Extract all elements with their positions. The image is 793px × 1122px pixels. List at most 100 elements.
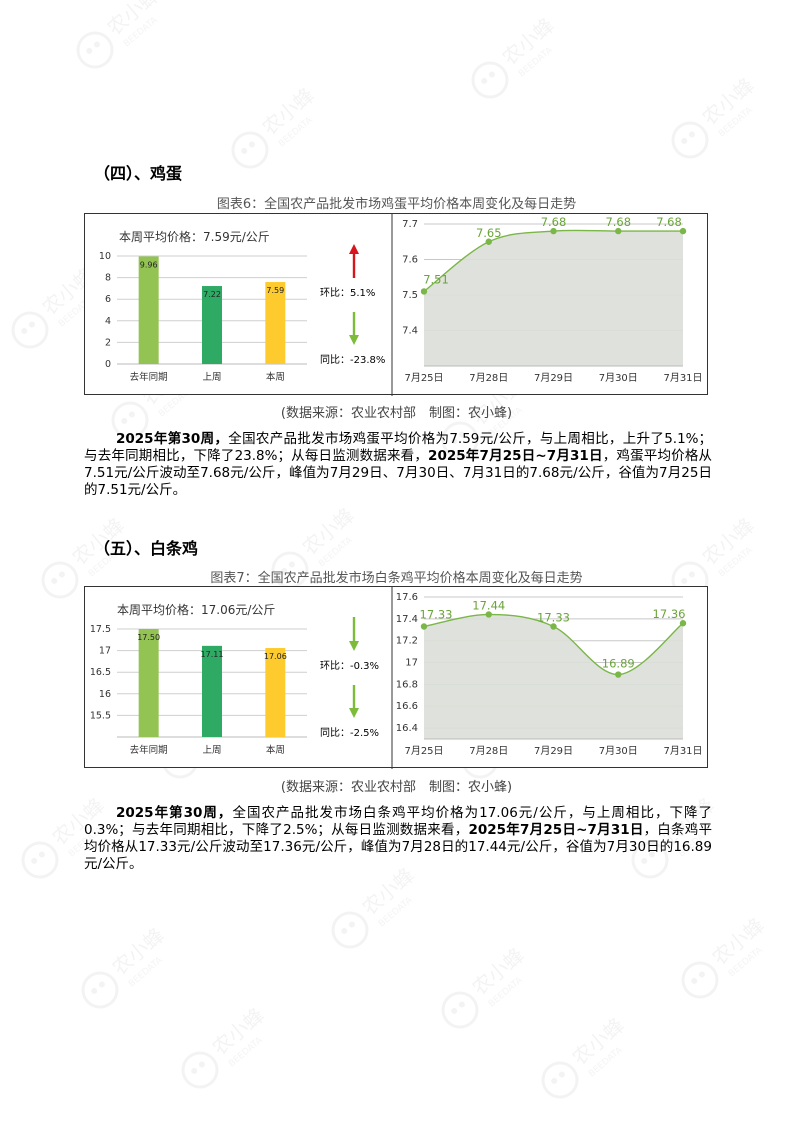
- arrow-down-icon: [349, 335, 359, 345]
- paragraph-eggs: 2025年第30周，全国农产品批发市场鸡蛋平均价格为7.59元/公斤，与上周相比…: [84, 431, 712, 499]
- watermark-subtext: BEEDATA: [377, 895, 415, 929]
- y-tick-label: 2: [105, 337, 111, 348]
- bee-logo-eye: [21, 327, 28, 334]
- point-data-label: 17.36: [653, 607, 686, 621]
- data-point: [420, 288, 428, 295]
- figure-caption-eggs: 图表6：全国农产品批发市场鸡蛋平均价格本周变化及每日走势: [216, 197, 577, 212]
- arrow-up-icon: [349, 244, 359, 254]
- bar-data-label: 7.59: [266, 286, 284, 295]
- bee-logo-eye: [488, 71, 495, 78]
- x-tick-label: 上周: [202, 372, 221, 383]
- watermark-subtext: BEEDATA: [277, 115, 315, 149]
- data-point: [420, 623, 428, 630]
- watermark-text: 农小蜂: [567, 1013, 628, 1070]
- arrow-down-icon: [349, 641, 359, 651]
- x-tick-label: 去年同期: [130, 744, 168, 756]
- point-data-label: 7.68: [605, 215, 631, 229]
- y-tick-label: 16.4: [396, 723, 418, 734]
- y-tick-label: 16.5: [90, 667, 111, 678]
- x-tick-label: 7月29日: [534, 745, 573, 757]
- paragraph-date-range: 2025年7月25日~7月31日: [468, 822, 644, 838]
- bee-logo-eye: [458, 1001, 465, 1008]
- area-fill: [424, 230, 683, 366]
- watermark-text: 农小蜂: [707, 913, 768, 970]
- watermark-subtext: BEEDATA: [127, 955, 165, 989]
- data-point: [550, 227, 557, 235]
- data-point: [485, 238, 492, 245]
- data-point: [615, 227, 622, 235]
- bee-logo-eye: [191, 1067, 198, 1074]
- x-tick-label: 上周: [202, 745, 221, 756]
- arrow-down-icon: [349, 708, 359, 718]
- y-tick-label: 17.5: [90, 624, 111, 635]
- x-tick-label: 7月28日: [469, 372, 508, 384]
- watermark-subtext: BEEDATA: [317, 535, 355, 569]
- watermark-subtext: BEEDATA: [727, 945, 765, 979]
- bee-logo-eye: [98, 981, 105, 988]
- bee-logo-eye: [451, 1007, 458, 1014]
- bar: [265, 282, 286, 364]
- y-tick-label: 15.5: [90, 710, 111, 721]
- bee-logo-eye: [551, 1077, 558, 1084]
- bee-logo-icon: [471, 61, 509, 99]
- x-tick-label: 7月29日: [534, 372, 573, 384]
- watermark-text: 农小蜂: [497, 13, 558, 70]
- mom-label: 环比：-0.3%: [320, 660, 379, 672]
- bee-logo-eye: [241, 147, 248, 154]
- point-data-label: 17.33: [420, 607, 453, 621]
- bee-logo-eye: [248, 141, 255, 148]
- point-data-label: 16.89: [602, 657, 635, 671]
- bar: [202, 645, 222, 737]
- figure-caption-chicken: 图表7：全国农产品批发市场白条鸡平均价格本周变化及每日走势: [210, 571, 583, 586]
- bar-data-label: 17.11: [201, 650, 224, 659]
- bee-logo-icon: [76, 31, 114, 69]
- watermark-subtext: BEEDATA: [587, 1045, 625, 1079]
- y-tick-label: 16.6: [396, 701, 418, 712]
- summary-label: 本周平均价格：17.06元/公斤: [117, 602, 275, 617]
- bar: [138, 256, 159, 364]
- data-point: [615, 671, 622, 678]
- bee-logo-icon: [231, 131, 269, 169]
- y-tick-label: 6: [105, 294, 111, 305]
- y-tick-label: 8: [105, 273, 111, 284]
- watermark-subtext: BEEDATA: [487, 975, 525, 1009]
- data-point: [485, 611, 492, 618]
- y-tick-label: 17: [99, 646, 111, 657]
- bar-chart-chicken: 15.5 16 16.5 17 17.5 17.50 去年同期 17.11 上周 17.06 本周: [90, 624, 307, 756]
- paragraph-chicken: 2025年第30周，全国农产品批发市场白条鸡平均价格为17.06元/公斤，与上周…: [84, 805, 712, 873]
- source-line-eggs: (数据来源：农业农村部 制图：农小蜂): [280, 406, 513, 421]
- watermark-text: 农小蜂: [697, 513, 758, 570]
- chart-figure-eggs: 本周平均价格：7.59元/公斤 0 2 4 6 8 10 9.96 去年同期 7.22 上周 7.5…: [99, 214, 703, 396]
- watermark-subtext: BEEDATA: [122, 15, 160, 49]
- bee-logo-icon: [541, 1061, 579, 1099]
- change-indicators-chicken: 环比：-0.3% 同比：-2.5%: [320, 617, 379, 739]
- summary-label: 本周平均价格：7.59元/公斤: [119, 229, 270, 244]
- data-point: [679, 620, 687, 627]
- change-indicators-eggs: 环比：5.1% 同比：-23.8%: [320, 244, 385, 366]
- bar-chart-eggs: 0 2 4 6 8 10 9.96 去年同期 7.22 上周 7.59 本周: [99, 251, 307, 383]
- paragraph-body: 全国农产品批发市场鸡蛋平均价格为7.59元/公斤，与上周相比，上升了5.1%；与…: [84, 431, 712, 464]
- watermark-text: 农小蜂: [697, 73, 758, 130]
- watermark-subtext: BEEDATA: [227, 1035, 265, 1069]
- bee-logo-eye: [688, 131, 695, 138]
- y-tick-label: 16.8: [396, 679, 418, 690]
- x-tick-label: 7月25日: [404, 745, 443, 757]
- paragraph-week: 2025年第30周，: [116, 431, 229, 447]
- bee-logo-eye: [28, 321, 35, 328]
- bee-logo-eye: [558, 1071, 565, 1078]
- bee-logo-eye: [481, 77, 488, 84]
- bee-logo-eye: [341, 927, 348, 934]
- x-tick-label: 7月30日: [599, 372, 638, 384]
- bee-logo-icon: [671, 121, 709, 159]
- y-tick-label: 17.4: [396, 614, 418, 625]
- data-point: [550, 623, 557, 630]
- paragraph-date-range: 2025年7月25日~7月31日: [428, 448, 603, 464]
- bee-logo-eye: [93, 41, 100, 48]
